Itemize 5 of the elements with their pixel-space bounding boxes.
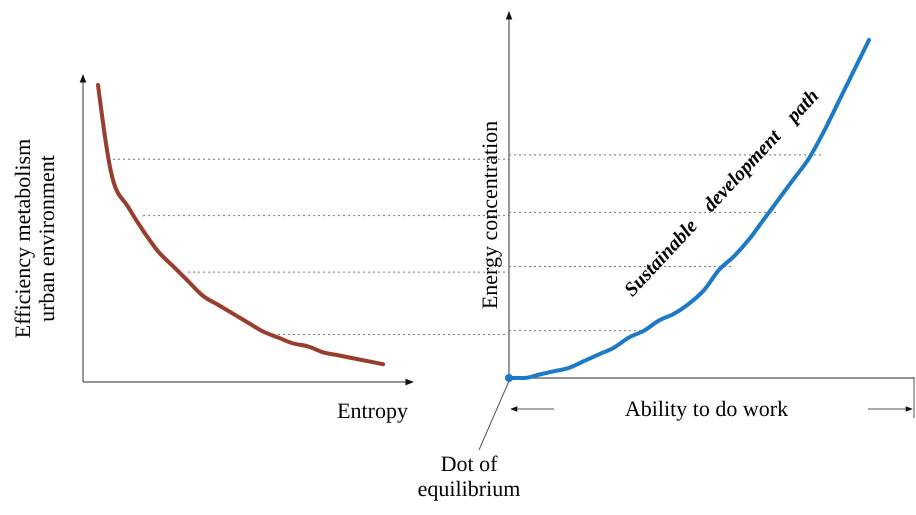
x-axis-title: Ability to do work	[624, 396, 788, 421]
y-axis-title: Efficiency metabolism urban environment	[10, 138, 59, 338]
text: Dot of equilibrium	[418, 451, 520, 501]
x-axis-title: Entropy	[337, 398, 408, 423]
y-axis-title: Energy concentration	[477, 120, 502, 310]
